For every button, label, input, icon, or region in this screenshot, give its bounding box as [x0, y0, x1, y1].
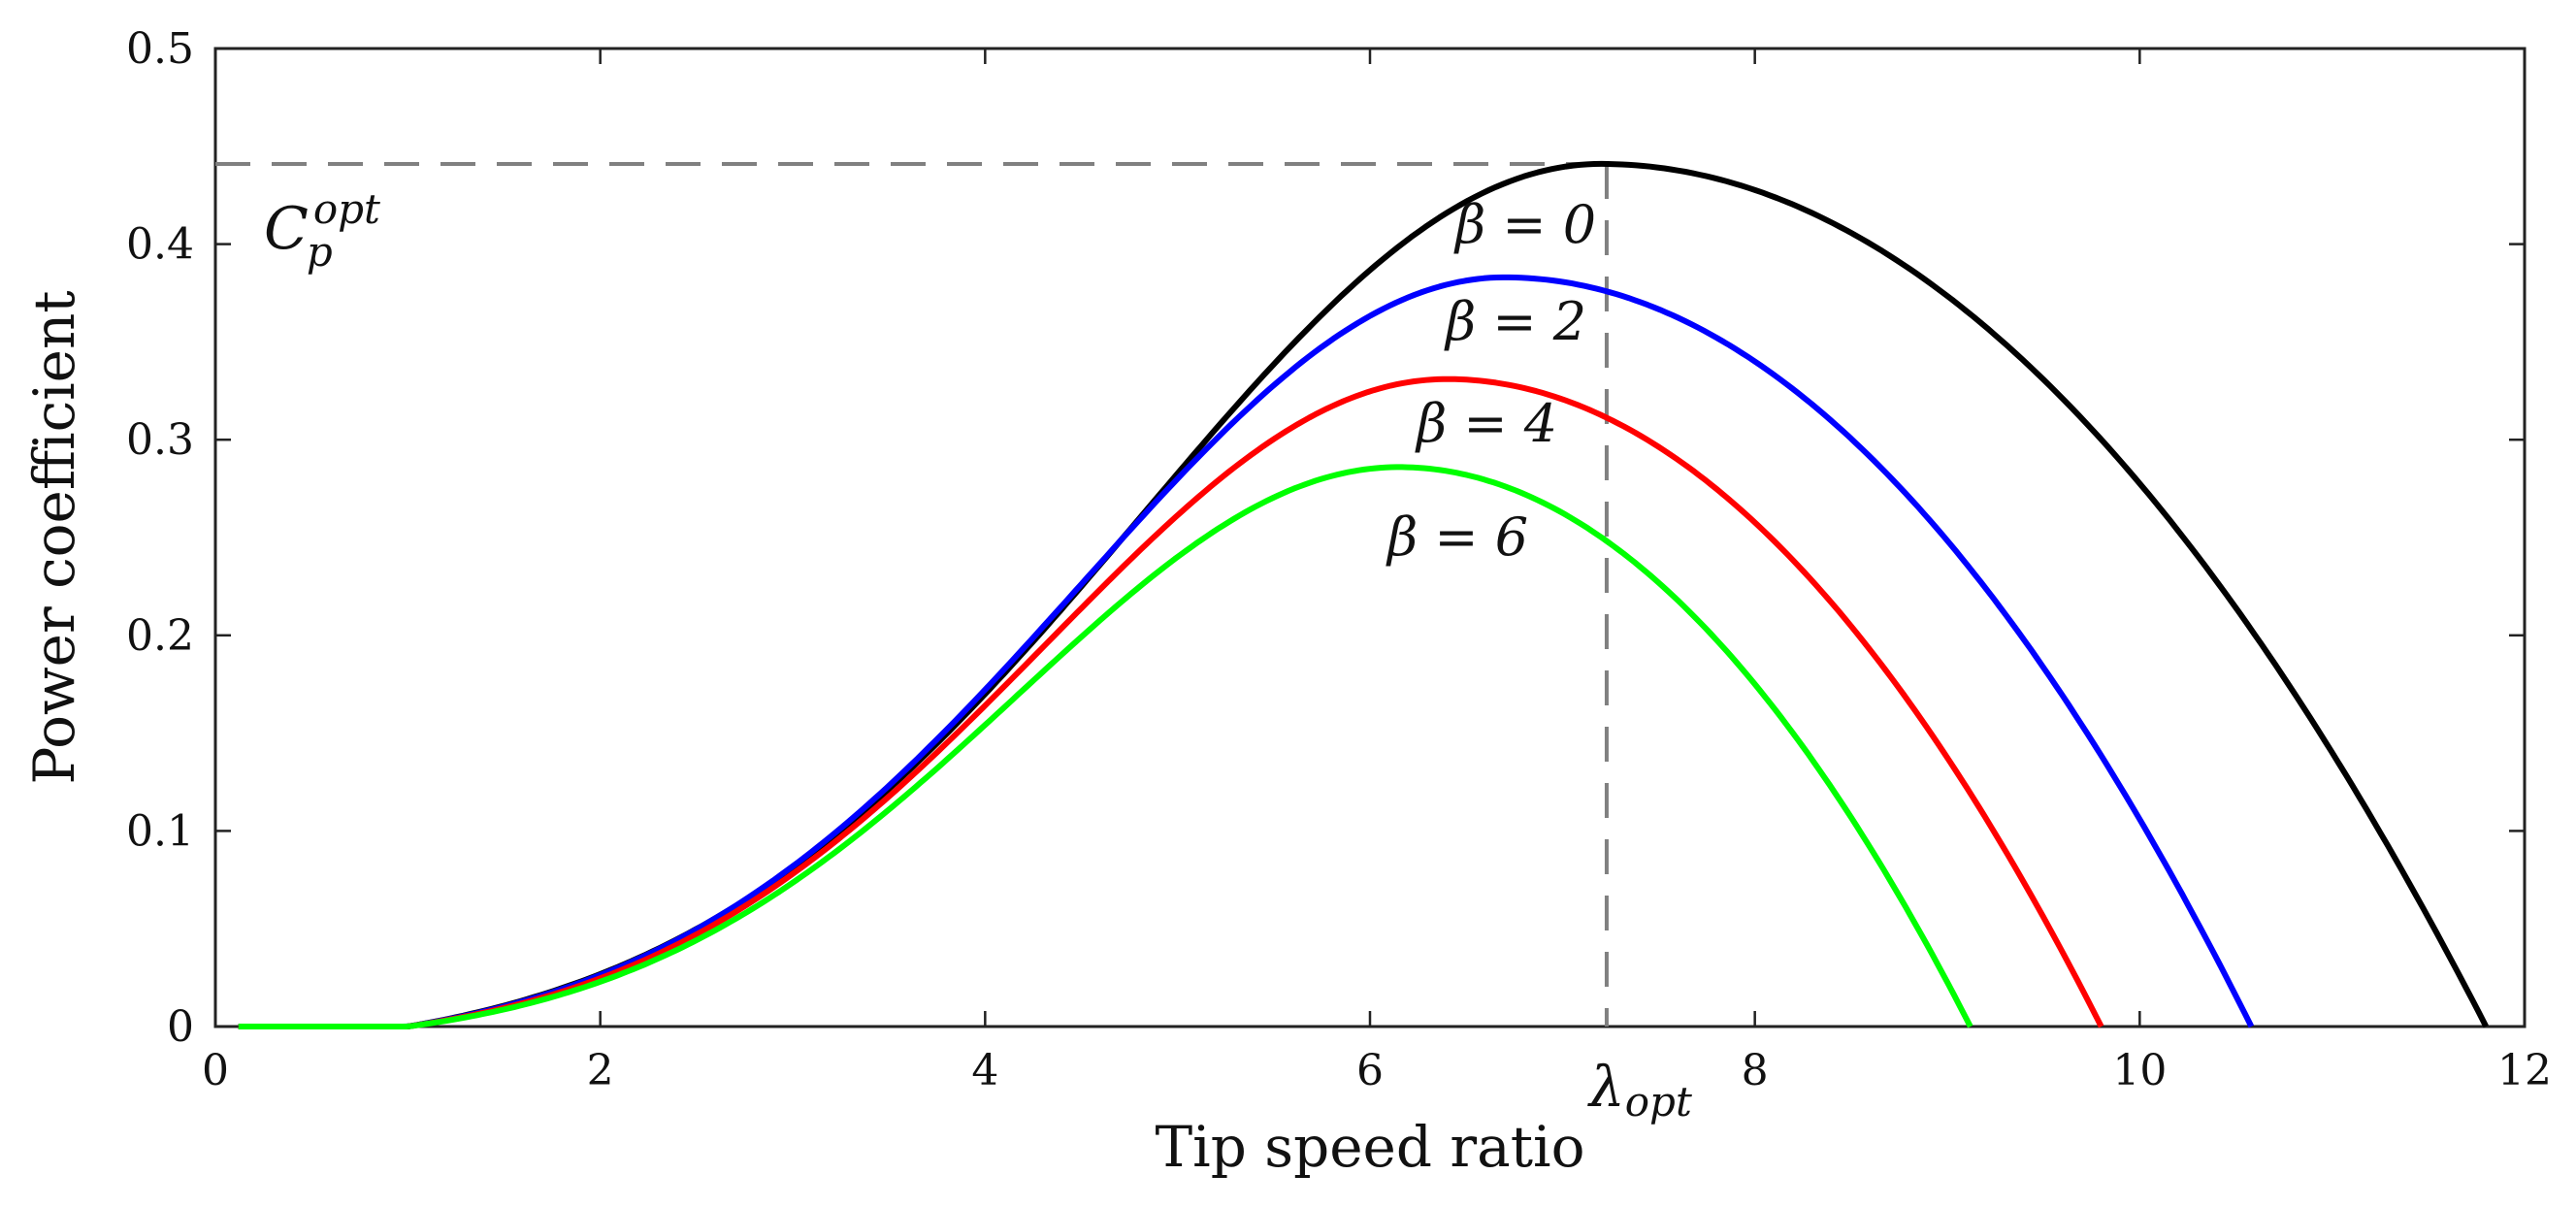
- x-tick-label: 0: [202, 1046, 229, 1095]
- x-tick-label: 2: [587, 1046, 614, 1095]
- lambda-symbol: λ: [1587, 1054, 1625, 1120]
- x-tick-label: 8: [1742, 1046, 1769, 1095]
- cp-symbol: C: [264, 195, 309, 263]
- x-tick-label: 10: [2112, 1046, 2167, 1095]
- series-line-3: [238, 464, 1973, 1029]
- lambda-subscript: opt: [1625, 1078, 1692, 1125]
- series-label-3: β = 6: [1386, 506, 1528, 568]
- axis-ticks: [213, 47, 2527, 1028]
- x-tick-label: 6: [1356, 1046, 1384, 1095]
- cp-opt-label: Cpopt: [264, 185, 380, 276]
- reference-lines: [215, 161, 1609, 1027]
- y-tick-label: 0.3: [126, 415, 194, 465]
- y-tick-label: 0.5: [126, 24, 194, 74]
- axis-tick-labels: 0 2 4 6 8 10 12 0 0.1 0.2 0.3 0.4 0.5: [126, 24, 2552, 1095]
- y-tick-label: 0.4: [126, 220, 194, 270]
- y-axis-title: Power coefficient: [21, 290, 87, 784]
- series-label-2: β = 4: [1415, 393, 1557, 454]
- x-axis-title: Tip speed ratio: [1156, 1114, 1585, 1180]
- lambda-opt-label: λopt: [1587, 1054, 1692, 1125]
- series-label-1: β = 2: [1444, 291, 1586, 352]
- series-labels: β = 0 β = 2 β = 4 β = 6: [1386, 194, 1596, 568]
- series-lines: [238, 160, 2489, 1029]
- x-tick-label: 12: [2497, 1046, 2552, 1095]
- cp-superscript: opt: [313, 185, 380, 233]
- y-tick-label: 0.1: [126, 806, 194, 856]
- cp-subscript: p: [307, 228, 333, 276]
- series-label-0: β = 0: [1453, 194, 1596, 255]
- y-tick-label: 0.2: [126, 611, 194, 661]
- y-tick-label: 0: [167, 1002, 194, 1052]
- x-tick-label: 4: [971, 1046, 998, 1095]
